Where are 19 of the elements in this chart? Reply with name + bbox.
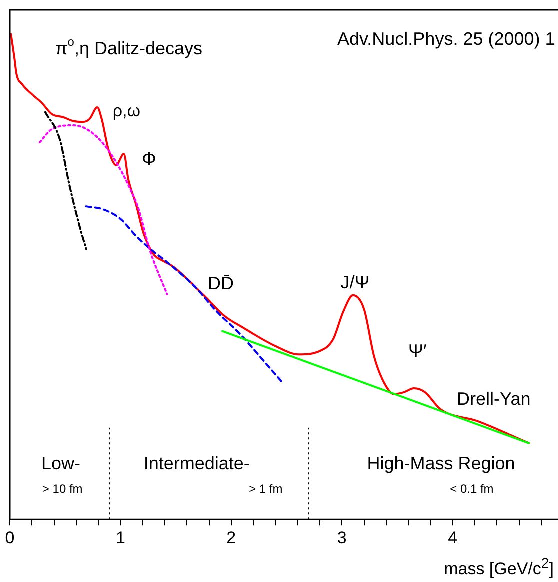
annotation: J/Ψ xyxy=(340,272,370,293)
x-tick-label: 0 xyxy=(5,528,15,548)
annotation: Intermediate- xyxy=(144,454,250,474)
annotation: Adv.Nucl.Phys. 25 (2000) 1 xyxy=(337,29,556,50)
annotation: High-Mass Region xyxy=(367,454,516,474)
annotation: Φ xyxy=(142,148,156,169)
x-tick-label: 2 xyxy=(226,528,236,548)
annotation: Drell-Yan xyxy=(457,388,531,409)
annotation: Low- xyxy=(41,454,80,474)
annotation: Ψ′ xyxy=(408,340,428,361)
annotation: > 10 fm xyxy=(42,482,83,496)
x-tick-label: 1 xyxy=(116,528,126,548)
annotation: ρ,ω xyxy=(112,102,141,121)
annotation: < 0.1 fm xyxy=(450,482,494,496)
annotation: DD̄ xyxy=(208,274,234,294)
x-tick-label: 4 xyxy=(448,528,458,548)
annotation: > 1 fm xyxy=(249,482,283,496)
x-tick-label: 3 xyxy=(337,528,347,548)
x-axis-title: mass [GeV/c$^{2}$] xyxy=(444,556,554,580)
